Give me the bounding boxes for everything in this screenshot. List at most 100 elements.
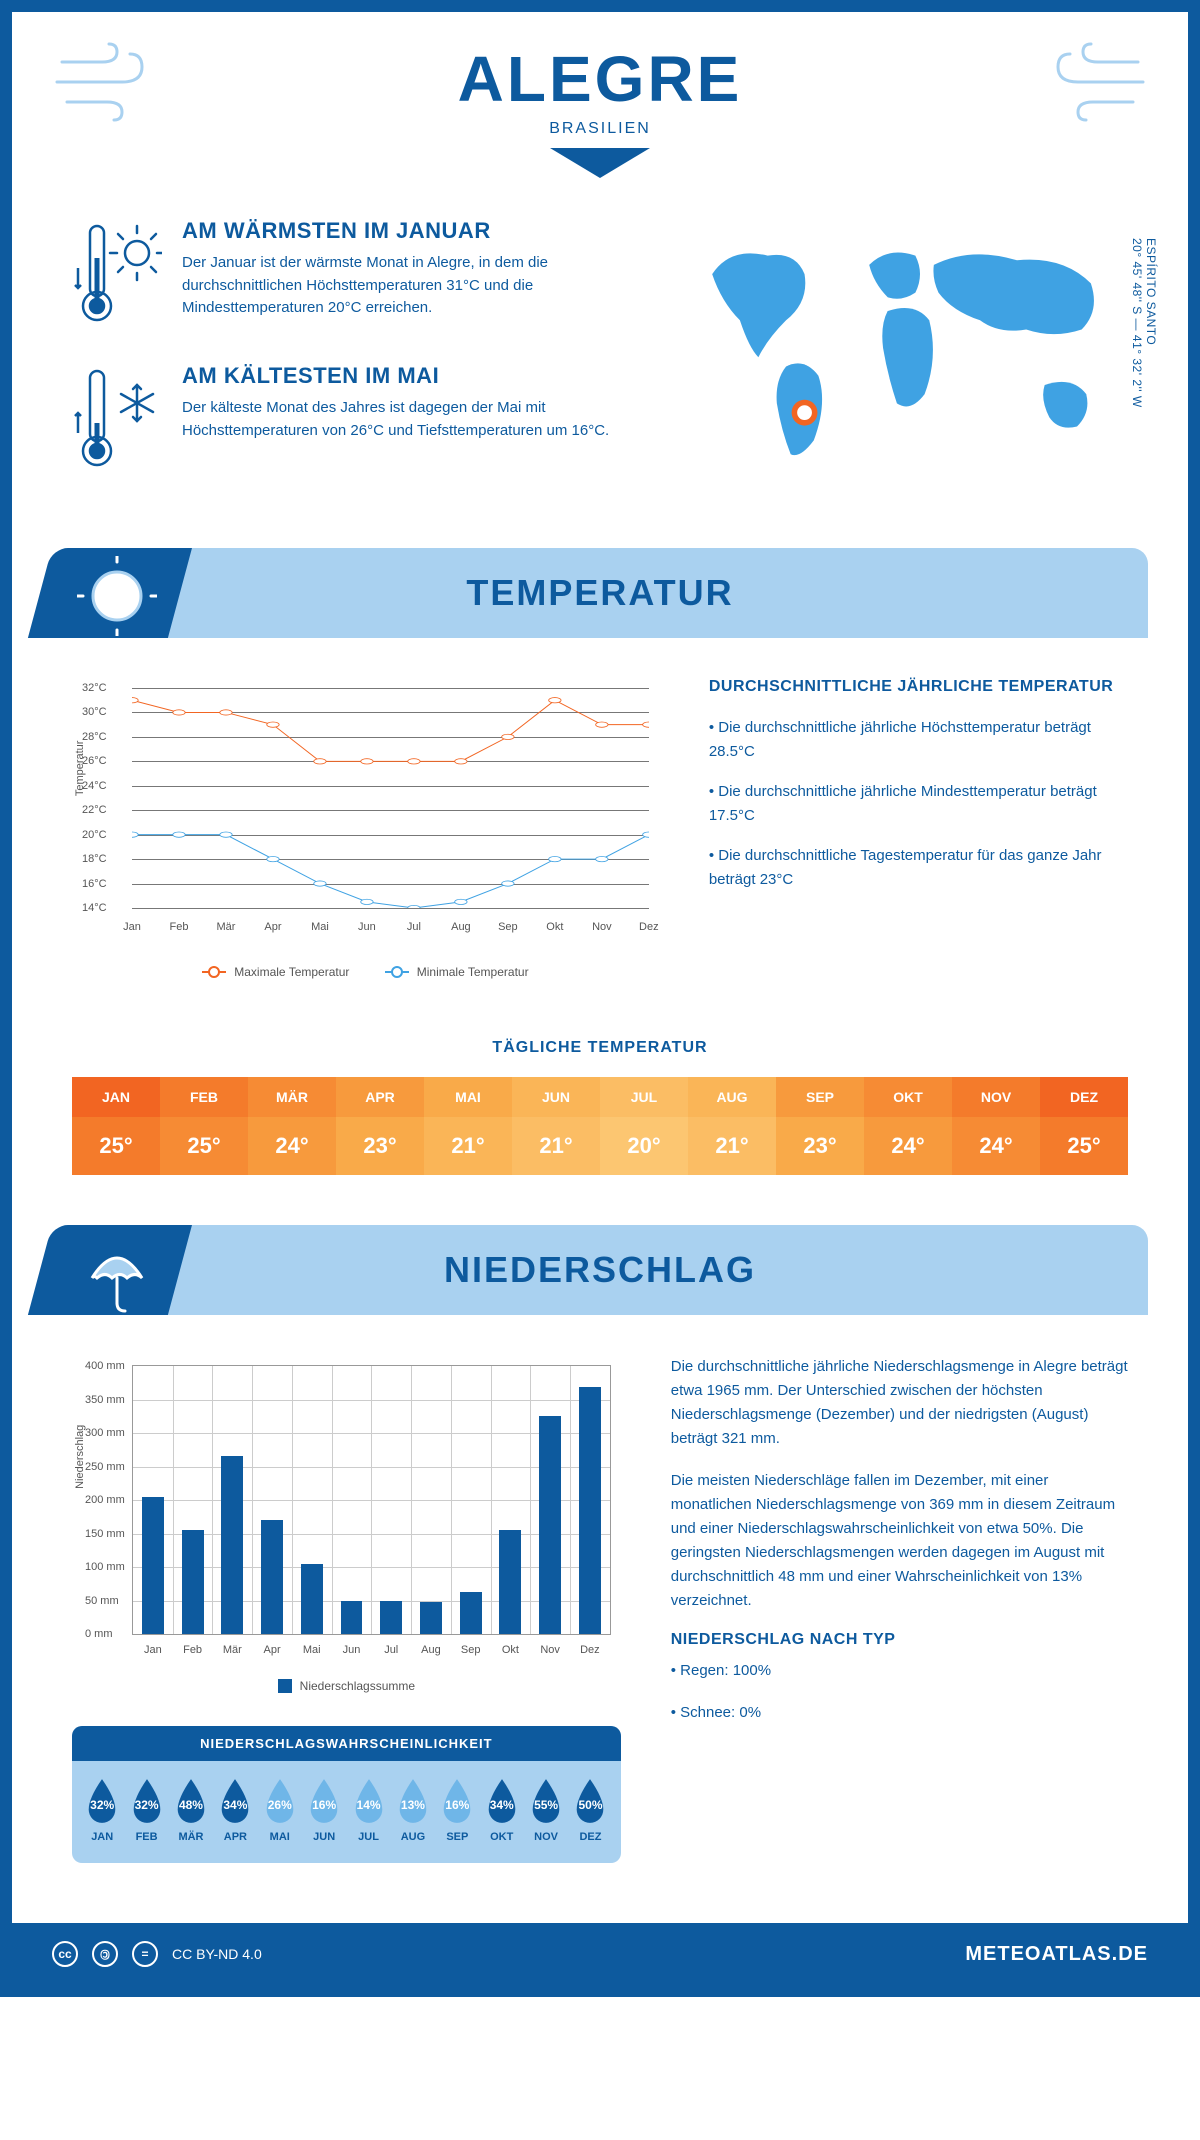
warmest-text: AM WÄRMSTEN IM JANUAR Der Januar ist der…	[182, 218, 626, 333]
legend-max: Maximale Temperatur	[202, 965, 349, 979]
precip-type-heading: NIEDERSCHLAG NACH TYP	[671, 1631, 1128, 1649]
drop-icon: 16%	[305, 1777, 343, 1825]
warmest-desc: Der Januar ist der wärmste Monat in Aleg…	[182, 252, 626, 320]
temp-info: DURCHSCHNITTLICHE JÄHRLICHE TEMPERATUR •…	[709, 678, 1128, 979]
umbrella-icon	[77, 1233, 157, 1318]
drop-item: 26%MAI	[258, 1777, 302, 1843]
precip-bar	[221, 1456, 243, 1634]
license-text: CC BY-ND 4.0	[172, 1946, 262, 1962]
drops-row: 32%JAN32%FEB48%MÄR34%APR26%MAI16%JUN14%J…	[72, 1761, 621, 1843]
wind-icon-right	[1038, 42, 1148, 127]
probability-panel: NIEDERSCHLAGSWAHRSCHEINLICHKEIT 32%JAN32…	[72, 1726, 621, 1863]
precip-banner: NIEDERSCHLAG	[52, 1225, 1148, 1315]
temp-col: FEB25°	[160, 1077, 248, 1175]
nd-icon: =	[132, 1941, 158, 1967]
precip-bar	[182, 1530, 204, 1634]
precip-bar	[142, 1497, 164, 1634]
world-map-icon	[666, 218, 1128, 478]
drop-icon: 34%	[216, 1777, 254, 1825]
drop-icon: 55%	[527, 1777, 565, 1825]
precip-type-2: • Schnee: 0%	[671, 1701, 1128, 1725]
footer-license: cc 🄯 = CC BY-ND 4.0	[52, 1941, 262, 1967]
drop-item: 48%MÄR	[169, 1777, 213, 1843]
precip-bar	[261, 1520, 283, 1634]
coordinates: ESPÍRITO SANTO 20° 45' 48'' S — 41° 32' …	[1130, 238, 1158, 408]
temp-col: MÄR24°	[248, 1077, 336, 1175]
coldest-desc: Der kälteste Monat des Jahres ist dagege…	[182, 397, 626, 442]
drop-item: 32%JAN	[80, 1777, 124, 1843]
temp-chart-container: Temperatur 14°C16°C18°C20°C22°C24°C26°C2…	[72, 678, 659, 979]
drop-item: 16%JUN	[302, 1777, 346, 1843]
precip-para-1: Die durchschnittliche jährliche Niedersc…	[671, 1355, 1128, 1451]
intro-left: AM WÄRMSTEN IM JANUAR Der Januar ist der…	[72, 218, 626, 508]
footer-site: METEOATLAS.DE	[965, 1943, 1148, 1966]
temp-col: DEZ25°	[1040, 1077, 1128, 1175]
country-subtitle: BRASILIEN	[52, 120, 1148, 138]
temp-col: AUG21°	[688, 1077, 776, 1175]
drop-item: 50%DEZ	[568, 1777, 612, 1843]
temp-col: JAN25°	[72, 1077, 160, 1175]
precip-bar	[579, 1387, 601, 1634]
temp-col: JUL20°	[600, 1077, 688, 1175]
precip-bar-chart: Niederschlag 0 mm50 mm100 mm150 mm200 mm…	[72, 1355, 621, 1675]
legend-precip: Niederschlagssumme	[278, 1679, 415, 1693]
drop-icon: 32%	[128, 1777, 166, 1825]
world-map-area: ESPÍRITO SANTO 20° 45' 48'' S — 41° 32' …	[666, 218, 1128, 508]
temperature-heading: TEMPERATUR	[52, 572, 1148, 614]
sun-icon	[77, 556, 157, 641]
coldest-title: AM KÄLTESTEN IM MAI	[182, 363, 626, 389]
temp-col: JUN21°	[512, 1077, 600, 1175]
temp-col: MAI21°	[424, 1077, 512, 1175]
precip-heading: NIEDERSCHLAG	[52, 1249, 1148, 1291]
drop-icon: 26%	[261, 1777, 299, 1825]
daily-temp-table: JAN25°FEB25°MÄR24°APR23°MAI21°JUN21°JUL2…	[72, 1077, 1128, 1175]
drop-item: 32%FEB	[124, 1777, 168, 1843]
coldest-block: AM KÄLTESTEN IM MAI Der kälteste Monat d…	[72, 363, 626, 478]
city-title: ALEGRE	[52, 42, 1148, 116]
drop-item: 13%AUG	[391, 1777, 435, 1843]
temperature-line-chart: Temperatur 14°C16°C18°C20°C22°C24°C26°C2…	[72, 678, 659, 958]
warmest-title: AM WÄRMSTEN IM JANUAR	[182, 218, 626, 244]
precip-bar	[301, 1564, 323, 1634]
precip-para-2: Die meisten Niederschläge fallen im Deze…	[671, 1469, 1128, 1613]
cc-icon: cc	[52, 1941, 78, 1967]
temp-col: APR23°	[336, 1077, 424, 1175]
precip-content: Niederschlag 0 mm50 mm100 mm150 mm200 mm…	[12, 1315, 1188, 1893]
precip-legend: Niederschlagssumme	[72, 1679, 621, 1696]
prob-heading: NIEDERSCHLAGSWAHRSCHEINLICHKEIT	[72, 1726, 621, 1761]
drop-icon: 16%	[438, 1777, 476, 1825]
daily-temp-heading: TÄGLICHE TEMPERATUR	[72, 1039, 1128, 1057]
chevron-icon	[550, 148, 650, 178]
precip-bar	[539, 1416, 561, 1634]
precip-bar	[499, 1530, 521, 1634]
drop-icon: 13%	[394, 1777, 432, 1825]
drop-icon: 14%	[350, 1777, 388, 1825]
coldest-text: AM KÄLTESTEN IM MAI Der kälteste Monat d…	[182, 363, 626, 478]
by-icon: 🄯	[92, 1941, 118, 1967]
wind-icon-left	[52, 42, 162, 127]
precip-bar	[460, 1592, 482, 1634]
drop-item: 16%SEP	[435, 1777, 479, 1843]
temp-col: SEP23°	[776, 1077, 864, 1175]
temp-bullet-2: • Die durchschnittliche jährliche Mindes…	[709, 780, 1128, 828]
temperature-banner: TEMPERATUR	[52, 548, 1148, 638]
precip-type-1: • Regen: 100%	[671, 1659, 1128, 1683]
temp-legend: Maximale Temperatur Minimale Temperatur	[72, 962, 659, 979]
precip-bar	[341, 1601, 363, 1635]
drop-icon: 32%	[83, 1777, 121, 1825]
drop-icon: 50%	[571, 1777, 609, 1825]
latlon-label: 20° 45' 48'' S — 41° 32' 2'' W	[1130, 238, 1144, 408]
footer: cc 🄯 = CC BY-ND 4.0 METEOATLAS.DE	[12, 1923, 1188, 1985]
header: ALEGRE BRASILIEN	[12, 12, 1188, 218]
thermometer-snow-icon	[72, 363, 162, 478]
drop-item: 34%OKT	[480, 1777, 524, 1843]
intro-section: AM WÄRMSTEN IM JANUAR Der Januar ist der…	[12, 218, 1188, 548]
legend-min: Minimale Temperatur	[385, 965, 529, 979]
temperature-content: Temperatur 14°C16°C18°C20°C22°C24°C26°C2…	[12, 638, 1188, 1019]
drop-item: 34%APR	[213, 1777, 257, 1843]
thermometer-sun-icon	[72, 218, 162, 333]
region-label: ESPÍRITO SANTO	[1144, 238, 1158, 345]
warmest-block: AM WÄRMSTEN IM JANUAR Der Januar ist der…	[72, 218, 626, 333]
temp-col: OKT24°	[864, 1077, 952, 1175]
precip-bar	[380, 1601, 402, 1635]
